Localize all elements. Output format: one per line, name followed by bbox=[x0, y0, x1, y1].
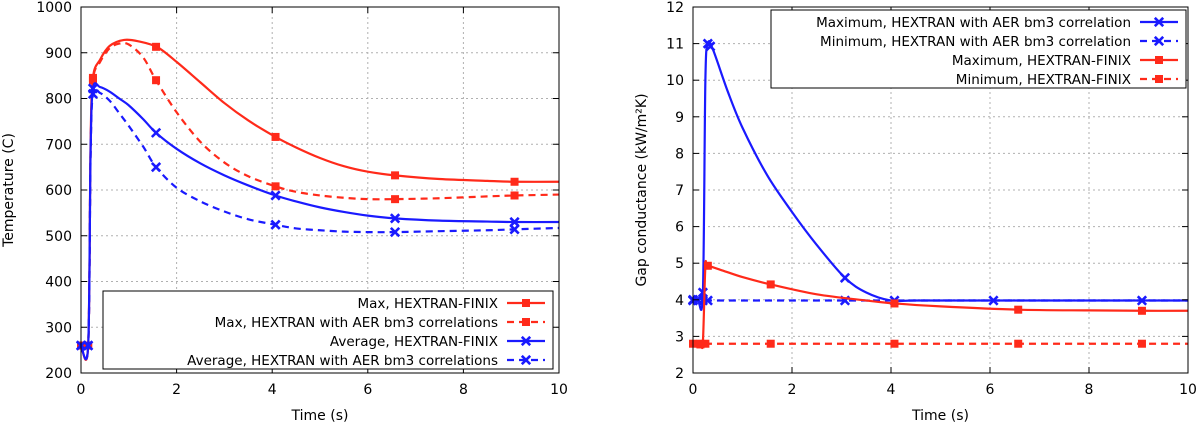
gap-conductance-x-tick-label: 2 bbox=[788, 382, 797, 398]
temperature-legend-label: Average, HEXTRAN-FINIX bbox=[330, 334, 498, 350]
gap-conductance-series-2-point bbox=[703, 261, 712, 270]
temperature-y-tick-label: 600 bbox=[45, 183, 72, 199]
temperature-legend-label: Max, HEXTRAN with AER bm3 correlations bbox=[215, 315, 498, 331]
gap-conductance-y-tick-label: 6 bbox=[675, 220, 684, 236]
temperature-series-line-1 bbox=[79, 41, 560, 361]
temperature-y-tick-label: 300 bbox=[45, 320, 72, 336]
gap-conductance-series-2-point bbox=[1014, 305, 1023, 314]
gap-conductance-y-axis-label: Gap conductance (kW/m²K) bbox=[634, 93, 650, 286]
temperature-legend-marker bbox=[522, 318, 530, 326]
temperature-series-2-point bbox=[150, 127, 162, 138]
gap-conductance-series-2-point bbox=[766, 280, 775, 289]
temperature-legend-marker bbox=[520, 354, 532, 366]
temperature-series-3-point bbox=[87, 88, 99, 100]
temperature-series-1-point bbox=[88, 76, 97, 85]
temperature-series-1-point bbox=[152, 76, 161, 85]
gap-conductance-y-tick-label: 10 bbox=[666, 73, 684, 89]
temperature-y-axis-label: Temperature (C) bbox=[1, 133, 17, 248]
temperature-series-2-point bbox=[270, 190, 281, 201]
gap-conductance-series-3-point bbox=[1137, 339, 1146, 348]
gap-conductance-legend-marker bbox=[1153, 35, 1165, 47]
temperature-chart: 0 2 4 6 8 10 200 300 400 500 600 700 800 900 1000 Time… bbox=[1, 0, 568, 424]
gap-conductance-series-3-point bbox=[696, 339, 705, 348]
gap-conductance-series-3-point bbox=[766, 339, 775, 348]
gap-conductance-series bbox=[687, 38, 1189, 350]
temperature-y-tick-label: 800 bbox=[45, 92, 72, 108]
temperature-series-0-point bbox=[152, 42, 161, 51]
temperature-y-tick-label: 1000 bbox=[36, 0, 72, 16]
gap-conductance-legend-label: Maximum, HEXTRAN-FINIX bbox=[952, 53, 1131, 69]
gap-conductance-x-tick-label: 0 bbox=[689, 382, 698, 398]
temperature-legend-box bbox=[102, 290, 554, 370]
temperature-legend-marker bbox=[522, 299, 530, 307]
gap-conductance-legend-label: Minimum, HEXTRAN with AER bm3 correlatio… bbox=[820, 34, 1131, 50]
temperature-series-3-point bbox=[389, 226, 401, 238]
temperature-series-3-point bbox=[270, 219, 281, 230]
temperature-y-tick-label: 400 bbox=[45, 275, 72, 291]
temperature-legend-marker bbox=[520, 335, 532, 347]
gap-conductance-legend-marker bbox=[1155, 75, 1163, 83]
temperature-x-tick-label: 0 bbox=[77, 382, 86, 398]
temperature-series-2-point bbox=[389, 213, 401, 224]
gap-conductance-series-2-point bbox=[890, 299, 899, 308]
gap-conductance-legend-marker bbox=[1153, 16, 1165, 28]
temperature-ticks: 0 2 4 6 8 10 200 300 400 500 600 700 800 900 1000 bbox=[36, 0, 568, 398]
temperature-y-tick-label: 500 bbox=[45, 229, 72, 245]
temperature-series-1-point bbox=[391, 195, 400, 204]
gap-conductance-y-tick-label: 7 bbox=[675, 183, 684, 199]
gap-conductance-legend-box bbox=[770, 9, 1187, 89]
gap-conductance-y-tick-label: 12 bbox=[666, 0, 684, 16]
gap-conductance-series-3-point bbox=[1014, 339, 1023, 348]
gap-conductance-y-tick-label: 8 bbox=[675, 146, 684, 162]
temperature-legend-label: Max, HEXTRAN-FINIX bbox=[357, 296, 498, 312]
temperature-legend-label: Average, HEXTRAN with AER bm3 correlatio… bbox=[187, 353, 498, 369]
temperature-series-3-point bbox=[150, 162, 162, 173]
temperature-legend: Max, HEXTRAN-FINIX Max, HEXTRAN with AER … bbox=[102, 290, 554, 370]
temperature-series-1-point bbox=[271, 182, 280, 191]
gap-conductance-y-tick-label: 5 bbox=[675, 256, 684, 272]
temperature-x-tick-label: 8 bbox=[459, 382, 468, 398]
gap-conductance-series-3-point bbox=[890, 339, 899, 348]
gap-conductance-legend-label: Maximum, HEXTRAN with AER bm3 correlatio… bbox=[816, 15, 1131, 31]
gap-conductance-legend-marker bbox=[1155, 56, 1163, 64]
gap-conductance-series-3-point bbox=[701, 339, 710, 348]
gap-conductance-y-tick-label: 2 bbox=[675, 366, 684, 382]
gap-conductance-y-tick-label: 3 bbox=[675, 329, 684, 345]
temperature-x-axis-label: Time (s) bbox=[291, 408, 349, 424]
temperature-series-0-point bbox=[271, 132, 280, 141]
temperature-y-tick-label: 900 bbox=[45, 46, 72, 62]
gap-conductance-series-2-point bbox=[1137, 306, 1146, 315]
temperature-series-0-point bbox=[510, 177, 519, 186]
gap-conductance-x-tick-label: 6 bbox=[986, 382, 995, 398]
temperature-series-1-point bbox=[510, 191, 519, 200]
gap-conductance-x-axis-label: Time (s) bbox=[911, 408, 969, 424]
temperature-series-3-point bbox=[83, 340, 94, 351]
temperature-x-tick-label: 2 bbox=[172, 382, 181, 398]
gap-conductance-series-0-point bbox=[839, 272, 851, 283]
gap-conductance-y-tick-label: 4 bbox=[675, 293, 684, 309]
gap-conductance-series-0-point bbox=[705, 41, 716, 52]
temperature-x-tick-label: 10 bbox=[550, 382, 568, 398]
gap-conductance-series-0-point bbox=[697, 287, 709, 298]
temperature-y-tick-label: 200 bbox=[45, 366, 72, 382]
temperature-x-tick-label: 6 bbox=[363, 382, 372, 398]
temperature-x-tick-label: 4 bbox=[268, 382, 277, 398]
gap-conductance-x-tick-label: 8 bbox=[1085, 382, 1094, 398]
gap-conductance-legend: Maximum, HEXTRAN with AER bm3 correlatio… bbox=[770, 9, 1187, 89]
gap-conductance-y-tick-label: 11 bbox=[666, 37, 684, 53]
temperature-series-3-point bbox=[509, 224, 520, 235]
gap-conductance-y-tick-label: 9 bbox=[675, 110, 684, 126]
gap-conductance-x-tick-label: 4 bbox=[887, 382, 896, 398]
gap-conductance-x-tick-label: 10 bbox=[1179, 382, 1197, 398]
gap-conductance-legend-label: Minimum, HEXTRAN-FINIX bbox=[956, 72, 1131, 88]
temperature-series bbox=[75, 38, 560, 361]
temperature-series-0-point bbox=[391, 171, 400, 180]
temperature-y-tick-label: 700 bbox=[45, 137, 72, 153]
gap-conductance-series-line-2 bbox=[692, 259, 1189, 350]
